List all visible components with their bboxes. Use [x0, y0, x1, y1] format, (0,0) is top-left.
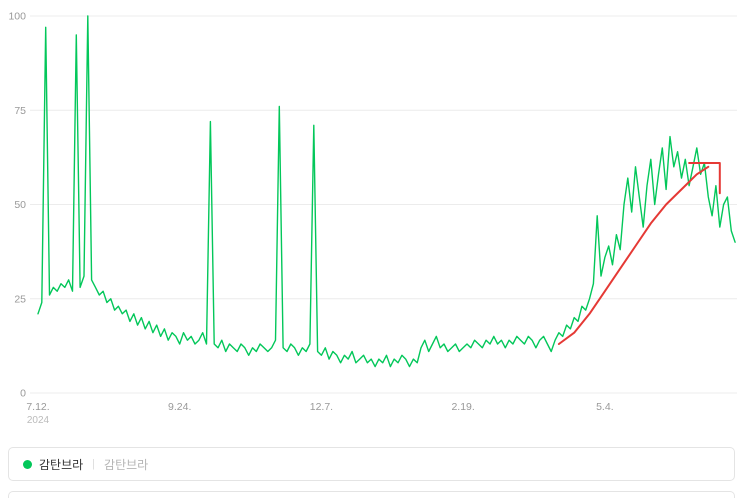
y-axis-label-25: 25 [14, 293, 26, 305]
legend-item-primary[interactable]: 감탄브라 [39, 457, 84, 472]
x-axis-label: 5.4. [596, 401, 614, 413]
legend-series-dot [23, 459, 32, 469]
annotation-trend-arrow-0 [557, 165, 710, 345]
chart-area: 0 25 50 75 100 7.12. 2024 9.24. 12.7. 2.19. 5.4. [8, 11, 737, 426]
x-axis-label: 7.12. [26, 401, 49, 413]
x-axis-label: 12.7. [310, 401, 333, 413]
y-axis-label-100: 100 [8, 11, 26, 23]
x-axis-label: 9.24. [168, 401, 191, 413]
x-axis-label: 2.19. [451, 401, 474, 413]
series-line-감탄브라 [37, 15, 736, 368]
annotation-trend-arrow-1 [688, 162, 721, 195]
y-axis-label-75: 75 [14, 105, 26, 117]
y-axis-label-50: 50 [14, 199, 26, 211]
legend-item-secondary[interactable]: 감탄브라 [104, 457, 149, 472]
trend-chart: 0 25 50 75 100 7.12. 2024 9.24. 12.7. 2.19. 5.4. [8, 11, 737, 426]
legend-divider: | [92, 458, 96, 470]
chart-legend: 감탄브라 | 감탄브라 [8, 447, 735, 481]
x-axis-sublabel: 2024 [27, 415, 50, 426]
bottom-panel-edge [8, 491, 735, 498]
y-axis-label-0: 0 [20, 388, 26, 400]
